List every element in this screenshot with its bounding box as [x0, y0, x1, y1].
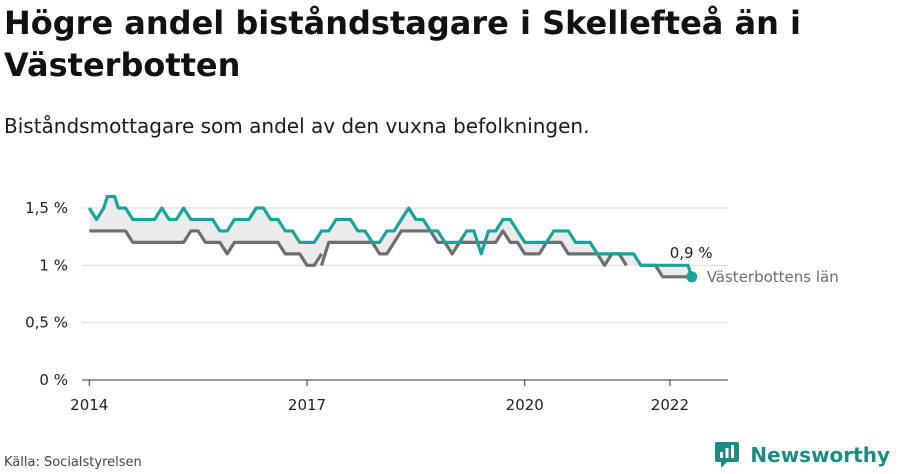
x-tick-label: 2014: [70, 396, 108, 414]
chart-title: Högre andel biståndstagare i Skellefteå …: [4, 4, 802, 84]
source-note: Källa: Socialstyrelsen: [4, 455, 142, 470]
y-tick-label: 1,5 %: [25, 199, 68, 217]
series-line-skelleftea: [87, 194, 694, 278]
chart-subtitle: Biståndsmottagare som andel av den vuxna…: [4, 114, 590, 138]
brand-logo: Newsworthy: [714, 440, 890, 470]
y-tick-label: 1 %: [39, 256, 68, 274]
difference-band: [89, 196, 692, 277]
series-endpoint-marker: [686, 271, 698, 283]
series-line-vasterbotten: [89, 229, 323, 267]
series-line-vasterbotten: [320, 229, 628, 267]
end-value-label: 0,9 %: [670, 244, 713, 262]
y-tick-label: 0 %: [39, 371, 68, 389]
x-tick-label: 2020: [506, 396, 544, 414]
brand-name: Newsworthy: [750, 443, 890, 467]
x-tick-label: 2022: [651, 396, 689, 414]
series-name-label-vasterbotten: Västerbottens län: [707, 268, 839, 286]
newsworthy-logo-icon: [715, 442, 740, 468]
y-tick-label: 0,5 %: [25, 314, 68, 332]
x-tick-label: 2017: [288, 396, 326, 414]
